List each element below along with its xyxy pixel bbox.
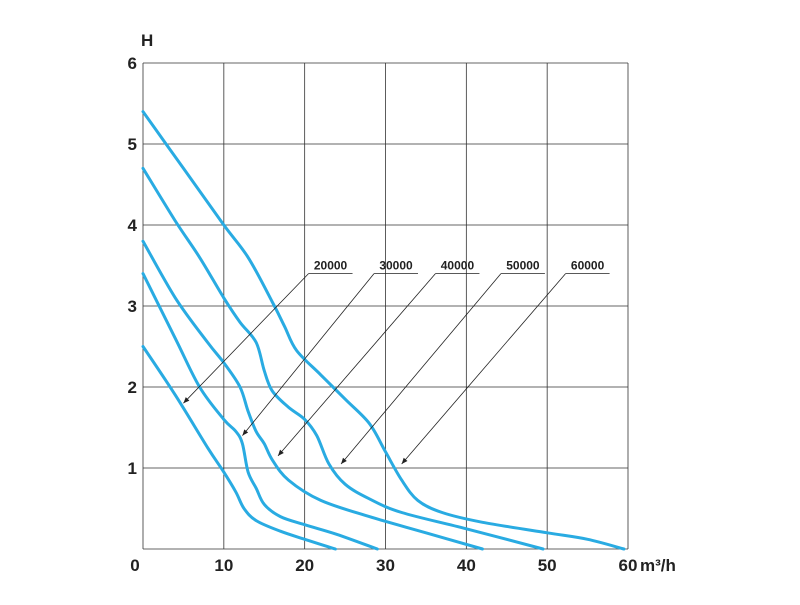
series-label-30000: 30000 <box>379 259 413 273</box>
x-tick-label: 10 <box>214 556 233 575</box>
series-line-60000 <box>141 110 626 551</box>
series-line-40000 <box>141 239 484 551</box>
y-tick-label: 2 <box>128 378 137 397</box>
leader-line <box>183 273 309 404</box>
arrowhead <box>183 397 190 404</box>
tick-labels: 1 2 3 4 5 6 0 10 20 30 40 50 <box>128 54 557 575</box>
y-axis-title: H <box>141 31 153 50</box>
leader-line <box>277 273 436 457</box>
arrowhead <box>401 457 408 464</box>
y-tick-label: 5 <box>128 135 137 154</box>
leader-line <box>242 273 375 436</box>
series-label-20000: 20000 <box>314 259 348 273</box>
x-tick-label: 30 <box>376 556 395 575</box>
y-tick-label: 6 <box>128 54 137 73</box>
x-tick-label-60: 60 <box>619 556 638 575</box>
leader-line <box>340 273 502 465</box>
arrowhead <box>341 457 347 464</box>
series-line-50000 <box>141 166 545 551</box>
y-tick-label: 3 <box>128 297 137 316</box>
x-tick-label: 50 <box>538 556 557 575</box>
x-axis-title: m³/h <box>640 556 676 575</box>
y-tick-label: 4 <box>128 216 138 235</box>
x-tick-label: 0 <box>130 556 139 575</box>
y-tick-label: 1 <box>128 459 137 478</box>
series-line-20000 <box>141 345 337 551</box>
x-tick-label: 20 <box>295 556 314 575</box>
callout-group: 20000 30000 40000 50000 60000 <box>183 259 610 465</box>
arrowhead <box>242 429 249 436</box>
x-tick-label: 40 <box>457 556 476 575</box>
series-label-50000: 50000 <box>506 259 540 273</box>
series-label-60000: 60000 <box>571 259 605 273</box>
grid <box>142 62 629 550</box>
series-group <box>141 110 626 551</box>
series-label-40000: 40000 <box>441 259 475 273</box>
leader-line <box>401 273 566 465</box>
arrowhead <box>277 449 284 456</box>
